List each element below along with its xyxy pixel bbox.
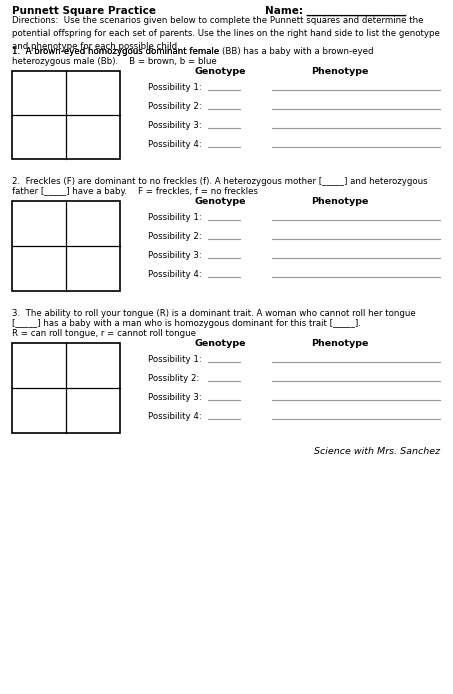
Text: 1.  A brown-eyed homozygous dominant female: 1. A brown-eyed homozygous dominant fema… xyxy=(12,47,222,56)
Text: Possibility 1:: Possibility 1: xyxy=(148,355,202,364)
Text: [_____] has a baby with a man who is homozygous dominant for this trait [_____].: [_____] has a baby with a man who is hom… xyxy=(12,319,361,328)
Text: Phenotype: Phenotype xyxy=(311,67,369,76)
Text: 2.  Freckles (F) are dominant to no freckles (f). A heterozygous mother [_____] : 2. Freckles (F) are dominant to no freck… xyxy=(12,177,428,186)
Bar xyxy=(12,343,120,433)
Text: heterozygous male (Bb).    B = brown, b = blue: heterozygous male (Bb). B = brown, b = b… xyxy=(12,57,217,66)
Text: Possibility 4:: Possibility 4: xyxy=(148,270,202,279)
Text: Possiblity 2:: Possiblity 2: xyxy=(148,374,199,383)
Text: Punnett Square Practice: Punnett Square Practice xyxy=(12,6,156,16)
Text: 3.  The ability to roll your tongue (R) is a dominant trait. A woman who cannot : 3. The ability to roll your tongue (R) i… xyxy=(12,309,416,318)
Text: 1.  A brown-eyed homozygous dominant female (BB) has a baby with a brown-eyed: 1. A brown-eyed homozygous dominant fema… xyxy=(12,47,374,56)
Text: Possibility 3:: Possibility 3: xyxy=(148,393,202,402)
Text: Possibility 3:: Possibility 3: xyxy=(148,251,202,260)
Text: Possibility 1:: Possibility 1: xyxy=(148,213,202,222)
Text: Genotype: Genotype xyxy=(194,197,246,206)
Text: Name: ___________________: Name: ___________________ xyxy=(265,6,406,16)
Text: Possibility 1:: Possibility 1: xyxy=(148,83,202,92)
Text: father [_____] have a baby.    F = freckles, f = no freckles: father [_____] have a baby. F = freckles… xyxy=(12,187,258,196)
Bar xyxy=(12,201,120,291)
Text: Possibility 4:: Possibility 4: xyxy=(148,412,202,421)
Text: Genotype: Genotype xyxy=(194,339,246,348)
Text: Phenotype: Phenotype xyxy=(311,197,369,206)
Text: Genotype: Genotype xyxy=(194,67,246,76)
Text: Possibility 4:: Possibility 4: xyxy=(148,140,202,149)
Text: Phenotype: Phenotype xyxy=(311,339,369,348)
Bar xyxy=(12,71,120,159)
Text: Possibility 2:: Possibility 2: xyxy=(148,102,202,111)
Text: Possibility 3:: Possibility 3: xyxy=(148,121,202,130)
Text: R = can roll tongue, r = cannot roll tongue: R = can roll tongue, r = cannot roll ton… xyxy=(12,329,196,338)
Text: Directions:  Use the scenarios given below to complete the Punnett squares and d: Directions: Use the scenarios given belo… xyxy=(12,16,440,51)
Text: Possibility 2:: Possibility 2: xyxy=(148,232,202,241)
Text: Science with Mrs. Sanchez: Science with Mrs. Sanchez xyxy=(314,447,440,456)
